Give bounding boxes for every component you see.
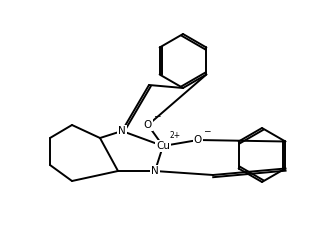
Text: −: − <box>203 126 210 135</box>
Text: N: N <box>118 126 126 136</box>
Text: O: O <box>144 120 152 130</box>
Text: −: − <box>153 111 160 120</box>
Text: N: N <box>151 166 159 176</box>
Text: Cu: Cu <box>156 141 170 151</box>
Text: 2+: 2+ <box>170 131 181 140</box>
Text: O: O <box>194 135 202 145</box>
